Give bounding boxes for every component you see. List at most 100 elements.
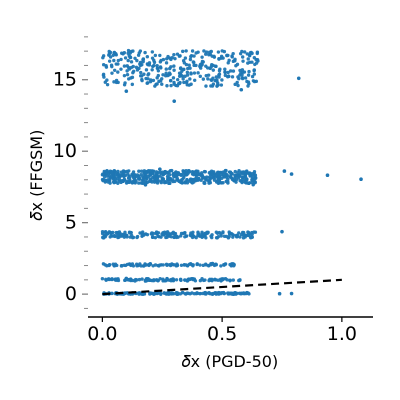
data-point [240, 76, 245, 81]
data-point [140, 178, 145, 182]
data-point [171, 171, 176, 176]
data-point [227, 74, 231, 79]
data-point [107, 52, 112, 56]
data-point [164, 180, 168, 185]
data-point [161, 279, 165, 283]
data-point [289, 172, 294, 176]
data-point [171, 76, 176, 80]
x-tick-label: 0.5 [207, 323, 237, 345]
data-point [129, 230, 133, 235]
data-point [215, 83, 219, 88]
data-point [296, 76, 301, 81]
data-point [145, 62, 150, 66]
data-point [189, 82, 193, 86]
data-point [241, 59, 245, 63]
data-point [214, 292, 218, 296]
data-point [101, 235, 105, 240]
data-point [125, 72, 130, 77]
data-point [235, 62, 240, 67]
data-point [159, 235, 163, 239]
data-point [181, 231, 186, 235]
data-point [251, 182, 256, 187]
data-point [159, 58, 163, 63]
data-point [110, 277, 114, 282]
data-point [277, 291, 282, 296]
data-point [246, 84, 250, 88]
data-point [163, 74, 168, 78]
data-point [224, 234, 229, 239]
data-point [221, 277, 226, 281]
data-point [210, 172, 214, 177]
data-point [150, 180, 154, 184]
data-point [173, 179, 177, 184]
data-point [208, 181, 212, 185]
data-point [109, 231, 113, 235]
data-point [253, 173, 258, 177]
data-point [239, 87, 244, 92]
data-point [172, 64, 176, 68]
data-point [116, 70, 120, 74]
data-point [202, 49, 206, 53]
data-point [175, 52, 180, 56]
data-point [142, 232, 146, 237]
data-point [174, 291, 178, 296]
data-point [133, 277, 138, 282]
data-point [178, 292, 183, 296]
data-point [138, 60, 143, 65]
data-point [142, 72, 146, 76]
data-point [222, 49, 227, 54]
data-point [166, 54, 170, 59]
data-point [204, 52, 208, 56]
data-point [167, 170, 171, 174]
data-point [160, 82, 164, 86]
data-point [125, 262, 130, 267]
data-point [191, 264, 195, 268]
y-axis-minor-ticks [84, 36, 88, 309]
data-point [251, 172, 255, 176]
data-point [141, 57, 145, 62]
data-point [144, 68, 149, 72]
data-point [119, 67, 123, 71]
data-point [198, 74, 202, 79]
data-point [359, 177, 363, 182]
data-point [184, 62, 189, 67]
data-point [188, 77, 192, 81]
data-point [192, 277, 196, 281]
data-point [165, 263, 169, 267]
data-point [151, 78, 156, 83]
data-point [184, 80, 189, 85]
data-point [158, 53, 162, 58]
data-point [135, 68, 140, 72]
data-point [183, 235, 187, 239]
data-point [253, 230, 258, 234]
data-point [161, 231, 165, 235]
data-point [123, 170, 127, 174]
data-point [185, 279, 190, 283]
data-point [169, 78, 173, 83]
data-point [118, 173, 122, 177]
data-point [247, 292, 251, 296]
data-point [249, 235, 253, 240]
data-point [245, 52, 249, 56]
data-point [113, 180, 117, 184]
data-point [255, 50, 260, 54]
data-point [203, 181, 207, 185]
data-point [137, 277, 142, 282]
data-point [183, 292, 187, 296]
data-point [119, 57, 123, 62]
data-point [112, 68, 117, 72]
data-point [207, 171, 212, 175]
data-point [193, 176, 198, 181]
data-point [225, 278, 229, 282]
data-point [219, 54, 224, 59]
data-point [217, 75, 221, 79]
data-point [110, 291, 114, 296]
data-point [189, 177, 193, 181]
data-point [105, 82, 110, 87]
data-point [218, 291, 223, 296]
data-point [242, 50, 247, 54]
data-point [103, 263, 107, 267]
data-point [174, 278, 179, 282]
data-point [164, 67, 168, 71]
